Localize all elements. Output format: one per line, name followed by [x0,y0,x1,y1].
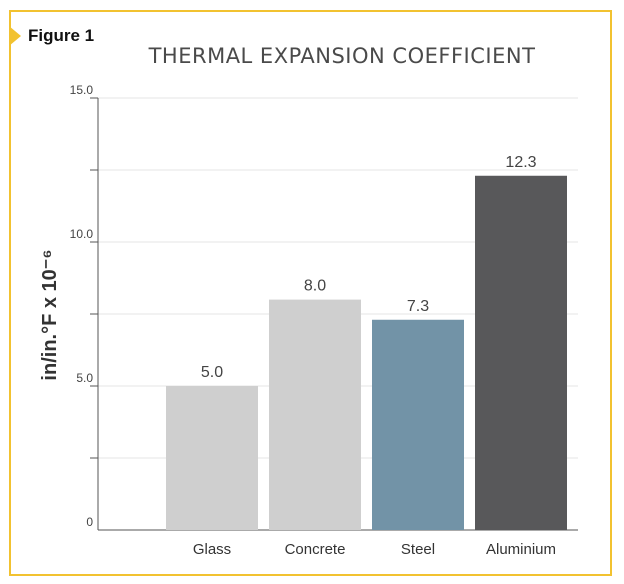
y-tick-label: 10.0 [70,227,94,241]
y-tick-label: 5.0 [76,371,93,385]
y-axis-label: in/in.°F x 10⁻⁶ [39,249,61,380]
chart-title: THERMAL EXPANSION COEFFICIENT [148,44,536,68]
y-tick-label: 0 [86,515,93,529]
bar-concrete [269,299,361,530]
bar-value-label: 8.0 [304,278,326,295]
bars [166,175,567,530]
bar-glass [166,386,258,530]
bar-value-label: 12.3 [505,154,536,171]
figure-label: Figure 1 [28,26,95,45]
bar-aluminium [475,175,567,530]
x-tick-label: Glass [193,541,231,558]
bar-value-label: 5.0 [201,364,223,381]
bar-steel [372,319,464,530]
y-tick-label: 15.0 [70,83,94,97]
bar-value-label: 7.3 [407,298,429,315]
x-tick-label: Aluminium [486,541,556,558]
x-tick-label: Steel [401,541,435,558]
x-tick-label: Concrete [285,541,346,558]
figure-marker-icon [9,26,21,46]
labels: 0 5.0 10.0 15.0 5.0 Glass 8.0 Concrete 7.3 Steel 1… [70,83,556,558]
